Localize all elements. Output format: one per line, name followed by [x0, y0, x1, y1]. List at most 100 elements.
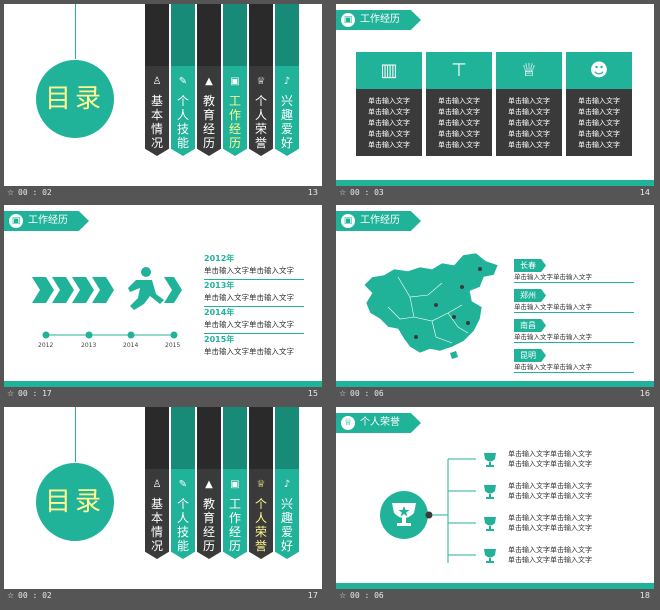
entry-year: 2012年: [204, 254, 235, 263]
card-text-line: 单击输入文字: [368, 97, 410, 105]
slide-footer: ☆ 00 : 06 16: [336, 387, 654, 400]
transition-star-icon: ☆: [7, 188, 15, 197]
signpost-icon: ⊤: [451, 60, 467, 81]
card-text-line: 单击输入文字: [508, 119, 550, 127]
slide-canvas: ▣ 工作经历 ▥ 单击输入文字 单击输入文字 单击输入文字 单击输入文字 单击输…: [336, 4, 654, 186]
entry-text: 单击输入文字单击输入文字: [204, 320, 294, 329]
entry-year: 2013年: [204, 281, 235, 290]
entry-text: 单击输入文字单击输入文字: [204, 293, 294, 302]
slide-timing: 00 : 17: [18, 389, 52, 398]
card-text-line: 单击输入文字: [368, 141, 410, 149]
slide-number: 16: [639, 389, 650, 398]
section-header-label: 个人荣誉: [360, 417, 400, 428]
slide-canvas: 目录 ♙ 基本情况 ✎ 个人技能 ▲ 教育经历 ▣ 工作经历: [4, 4, 322, 186]
hanging-line: [75, 4, 76, 59]
slide-canvas: ▣ 工作经历 2012 2013 2014 2015: [4, 205, 322, 387]
trophy-icon: ♕: [256, 76, 266, 87]
toc-item-label: 教育经历: [202, 497, 215, 553]
toc-item-label: 基本情况: [150, 497, 163, 553]
city-text: 单击输入文字单击输入文字: [514, 362, 634, 373]
slide-canvas: 目录 ♙ 基本情况 ✎ 个人技能 ▲ 教育经历 ▣ 工作经历: [4, 407, 322, 589]
slide-footer: ☆ 00 : 02 13: [4, 186, 322, 199]
slide-thumbnail-18[interactable]: ♕ 个人荣誉 单击输入文字单击输入文字 单击输入文字单: [336, 407, 654, 602]
slide-thumbnail-16[interactable]: ▣ 工作经历 长春: [336, 205, 654, 400]
award-text: 单击输入文字单击输入文字: [508, 450, 592, 458]
city-tag: 昆明: [514, 349, 546, 362]
award-text: 单击输入文字单击输入文字: [508, 514, 592, 522]
card-text-line: 单击输入文字: [438, 141, 480, 149]
skill-icon: ✎: [178, 479, 188, 490]
timeline-graphic: [32, 267, 182, 339]
hobby-icon: ♪: [283, 76, 291, 87]
work-card-1: ▥ 单击输入文字 单击输入文字 单击输入文字 单击输入文字 单击输入文字: [356, 52, 422, 156]
award-text: 单击输入文字单击输入文字: [508, 556, 592, 564]
slide-thumbnail-13[interactable]: 目录 ♙ 基本情况 ✎ 个人技能 ▲ 教育经历 ▣ 工作经历: [4, 4, 322, 199]
toc-item-label: 个人技能: [176, 94, 189, 150]
transition-star-icon: ☆: [339, 188, 347, 197]
toc-item-label: 工作经历: [228, 497, 241, 553]
chevron-arrows-icon: [32, 277, 182, 303]
entry-year: 2015年: [204, 335, 235, 344]
slide-footer: ☆ 00 : 02 17: [4, 589, 322, 602]
award-item-2: 单击输入文字单击输入文字 单击输入文字单击输入文字: [508, 481, 592, 501]
work-card-3: ♕ 单击输入文字 单击输入文字 单击输入文字 单击输入文字 单击输入文字: [496, 52, 562, 156]
bottom-accent-bar: [336, 381, 654, 387]
person-icon: ♙: [152, 76, 162, 87]
work-card-4: ☻ 单击输入文字 单击输入文字 单击输入文字 单击输入文字 单击输入文字: [566, 52, 632, 156]
card-text-line: 单击输入文字: [368, 119, 410, 127]
transition-star-icon: ☆: [339, 389, 347, 398]
team-icon: ☻: [589, 60, 609, 81]
slide-number: 13: [307, 188, 318, 197]
timeline-year-label: 2013: [81, 342, 97, 349]
briefcase-icon: ▣: [341, 13, 355, 27]
bottom-accent-bar: [4, 381, 322, 387]
toc-item-label: 基本情况: [150, 94, 163, 150]
transition-star-icon: ☆: [339, 591, 347, 600]
toc-title: 目录: [36, 60, 114, 138]
china-map-icon: [363, 252, 499, 359]
city-tag: 长春: [514, 259, 546, 272]
card-text-line: 单击输入文字: [438, 130, 480, 138]
award-text: 单击输入文字单击输入文字: [508, 492, 592, 500]
slide-thumbnail-17[interactable]: 目录 ♙ 基本情况 ✎ 个人技能 ▲ 教育经历 ▣ 工作经历: [4, 407, 322, 602]
toc-title: 目录: [36, 463, 114, 541]
slide-thumbnail-14[interactable]: ▣ 工作经历 ▥ 单击输入文字 单击输入文字 单击输入文字 单击输入文字 单击输…: [336, 4, 654, 199]
award-text: 单击输入文字单击输入文字: [508, 460, 592, 468]
toc-item-label: 兴趣爱好: [280, 94, 293, 150]
slide-canvas: ♕ 个人荣誉 单击输入文字单击输入文字 单击输入文字单: [336, 407, 654, 589]
card-text-line: 单击输入文字: [508, 130, 550, 138]
toc-item-label: 兴趣爱好: [280, 497, 293, 553]
card-text-line: 单击输入文字: [508, 141, 550, 149]
card-text-line: 单击输入文字: [508, 97, 550, 105]
slide-footer: ☆ 00 : 03 14: [336, 186, 654, 199]
trophy-icon: ♕: [341, 416, 355, 430]
city-text: 单击输入文字单击输入文字: [514, 332, 634, 343]
card-text-line: 单击输入文字: [508, 108, 550, 116]
toc-item-label: 个人技能: [176, 497, 189, 553]
section-header: ▣ 工作经历: [336, 211, 421, 231]
toc-item-label: 个人荣誉: [254, 94, 267, 150]
slide-timing: 00 : 02: [18, 591, 52, 600]
awards-tree-graphic: [380, 453, 496, 563]
transition-star-icon: ☆: [7, 591, 15, 600]
transition-star-icon: ☆: [7, 389, 15, 398]
person-icon: ♙: [152, 479, 162, 490]
slide-timing: 00 : 03: [350, 188, 384, 197]
hanging-line: [75, 407, 76, 462]
slide-canvas: ▣ 工作经历 长春: [336, 205, 654, 387]
entry-year: 2014年: [204, 308, 235, 317]
award-text: 单击输入文字单击输入文字: [508, 546, 592, 554]
timeline-year-label: 2012: [38, 342, 54, 349]
card-text-line: 单击输入文字: [438, 97, 480, 105]
building-icon: ▥: [380, 60, 398, 81]
section-header: ▣ 工作经历: [336, 10, 421, 30]
slide-timing: 00 : 06: [350, 591, 384, 600]
bottom-accent-bar: [336, 180, 654, 186]
award-text: 单击输入文字单击输入文字: [508, 524, 592, 532]
briefcase-icon: ▣: [341, 214, 355, 228]
skill-icon: ✎: [178, 76, 188, 87]
slide-thumbnail-15[interactable]: ▣ 工作经历 2012 2013 2014 2015: [4, 205, 322, 400]
briefcase-icon: ▣: [230, 479, 240, 490]
city-text: 单击输入文字单击输入文字: [514, 302, 634, 313]
slide-number: 17: [307, 591, 318, 600]
